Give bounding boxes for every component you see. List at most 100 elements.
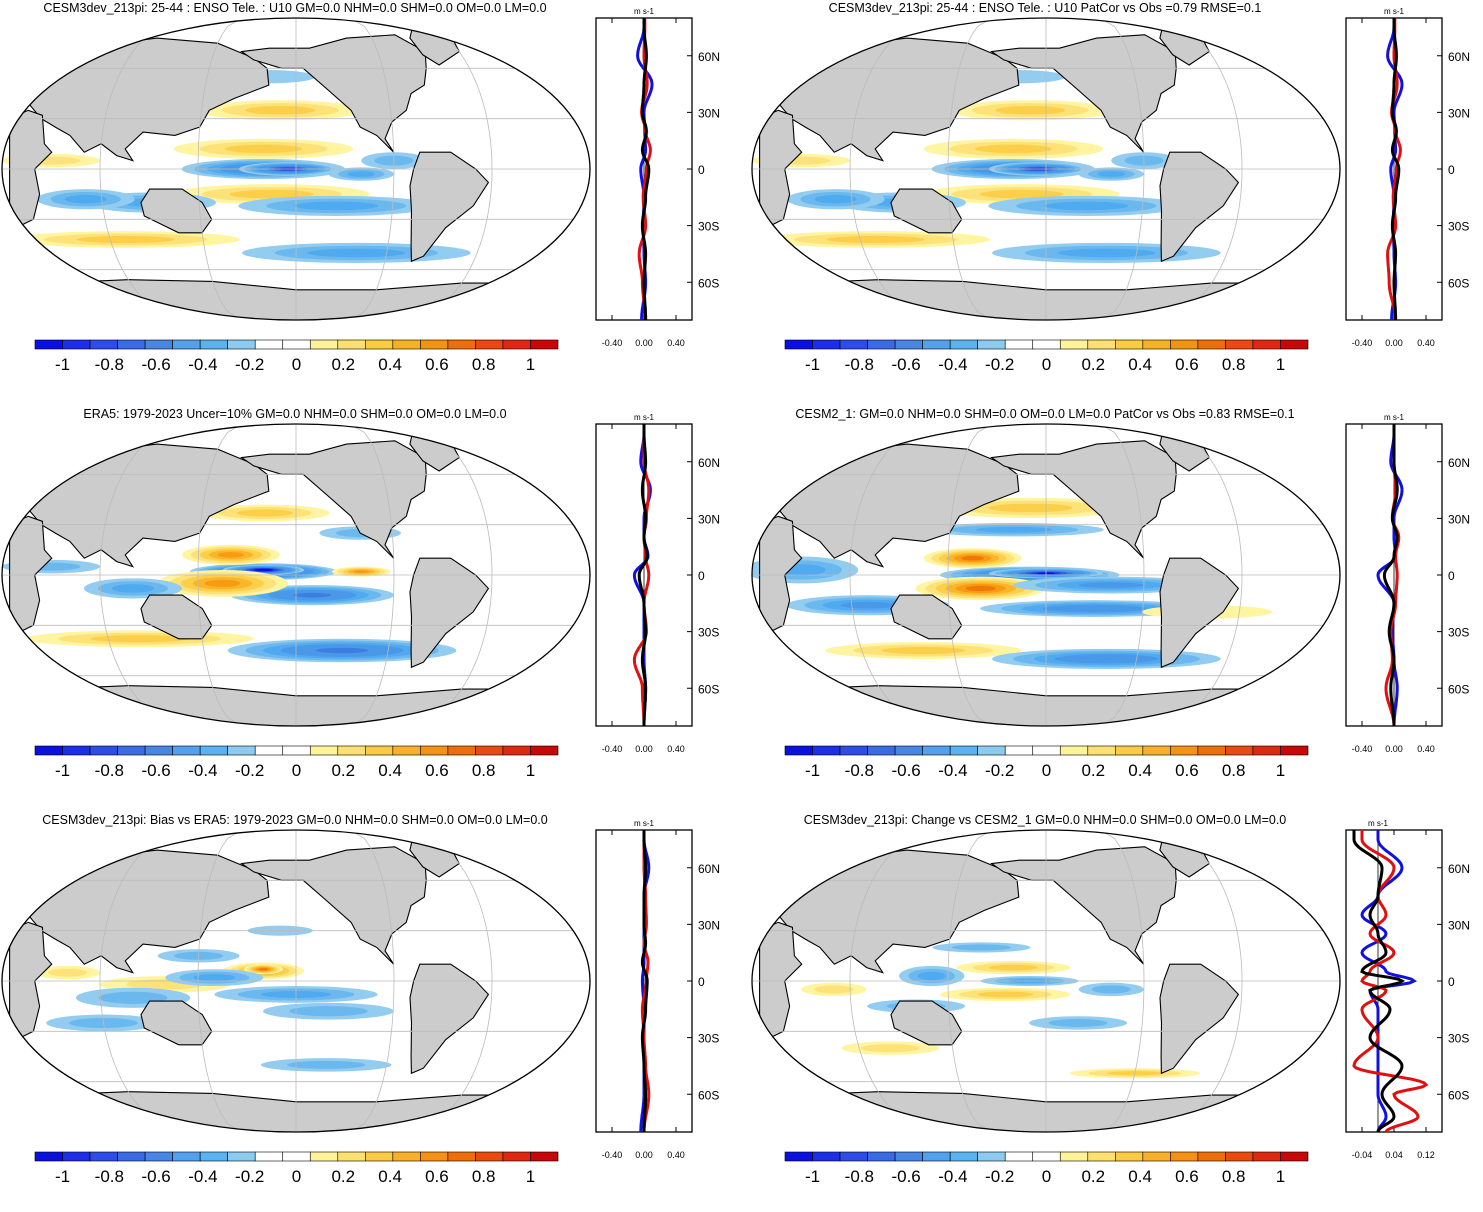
- colorbar-swatch: [447, 745, 476, 756]
- colorbar-swatch: [1170, 1151, 1199, 1162]
- colorbar-tick-label: 0.2: [1081, 1167, 1105, 1186]
- colorbar-tick-label: -0.6: [141, 1167, 170, 1186]
- colorbar-swatch: [1087, 745, 1116, 756]
- colorbar-swatch: [392, 339, 421, 350]
- colorbar-tick-label: 1: [526, 1167, 535, 1186]
- colorbar-swatch: [1197, 339, 1226, 350]
- colorbar-tick-label: -0.4: [938, 355, 967, 374]
- colorbar-swatch: [420, 1151, 449, 1162]
- colorbar-tick-label: -0.8: [95, 761, 124, 780]
- lat-tick-label: 0: [1448, 163, 1455, 177]
- colorbar-swatch: [1225, 745, 1254, 756]
- panel-title: CESM3dev_213pi: Bias vs ERA5: 1979-2023 …: [42, 813, 548, 827]
- map-plot: -1 -0.8 -0.6 -0.4 -0.2 0 0.2 0.4 0.6 0.8 1 60N 30N 0 3…: [1, 413, 720, 780]
- positive-anomaly: [961, 555, 985, 561]
- colorbar-swatch: [227, 339, 256, 350]
- colorbar-tick-label: -1: [805, 761, 820, 780]
- positive-anomaly: [814, 985, 854, 994]
- colorbar-tick-label: 0.4: [378, 355, 402, 374]
- lat-tick-label: 60S: [698, 1088, 719, 1102]
- colorbar-swatch: [784, 745, 813, 756]
- colorbar-swatch: [1059, 745, 1089, 756]
- colorbar-tick-label: 0.2: [1081, 355, 1105, 374]
- longitude-line: [197, 830, 243, 1132]
- colorbar-swatch: [144, 1151, 173, 1162]
- colorbar-swatch: [117, 1151, 146, 1162]
- colorbar-tick-label: -0.8: [845, 1167, 874, 1186]
- lat-tick-label: 60S: [698, 682, 719, 696]
- colorbar-swatch: [949, 745, 978, 756]
- colorbar-tick-label: 0.4: [1128, 1167, 1152, 1186]
- colorbar-swatch: [172, 745, 201, 756]
- positive-anomaly: [974, 144, 1052, 154]
- colorbar-swatch: [530, 1151, 559, 1162]
- colorbar-swatch: [530, 339, 559, 350]
- positive-anomaly: [881, 646, 966, 655]
- colorbar-tick-label: -0.2: [235, 761, 264, 780]
- colorbar-tick-label: -0.4: [188, 761, 217, 780]
- colorbar-swatch: [337, 339, 366, 350]
- graticule: [752, 424, 1340, 726]
- colorbar-swatch: [922, 745, 951, 756]
- lat-tick-label: 30S: [1448, 1032, 1469, 1046]
- lat-tick-label: 0: [698, 163, 705, 177]
- colorbar-tick-label: -0.2: [235, 355, 264, 374]
- x-tick-label: 0.00: [1385, 338, 1403, 348]
- colorbar-tick-label: 0.8: [472, 1167, 496, 1186]
- land-australia: [890, 1000, 963, 1046]
- negative-anomaly: [64, 194, 107, 204]
- colorbar-tick-label: 0: [1042, 761, 1051, 780]
- x-tick-label: 0.00: [635, 744, 653, 754]
- colorbar-swatch: [894, 339, 923, 350]
- colorbar-tick-label: 0.2: [331, 355, 355, 374]
- colorbar-swatch: [530, 745, 559, 756]
- colorbar-tick-label: 0: [292, 1167, 301, 1186]
- graticule: [2, 18, 590, 320]
- negative-anomaly: [1075, 656, 1138, 662]
- colorbar-swatch: [392, 1151, 421, 1162]
- panel-title: CESM3dev_213pi: 25-44 : ENSO Tele. : U10…: [43, 1, 547, 15]
- colorbar-swatch: [502, 1151, 531, 1162]
- zonal-mean-blue-line: [1360, 830, 1418, 1133]
- negative-anomaly: [1091, 985, 1131, 994]
- zonal-mean-black-line: [640, 830, 649, 1132]
- colorbar-swatch: [1115, 339, 1144, 350]
- positive-anomaly: [224, 144, 302, 154]
- lat-tick-label: 0: [698, 975, 705, 989]
- colorbar-swatch: [475, 745, 504, 756]
- lat-tick-label: 0: [1448, 975, 1455, 989]
- lat-tick-label: 0: [698, 569, 705, 583]
- colorbar-tick-label: -1: [805, 355, 820, 374]
- lat-tick-label: 60N: [1448, 456, 1470, 470]
- longitude-line: [349, 18, 395, 320]
- x-tick-label: -0.40: [602, 338, 623, 348]
- colorbar-swatch: [254, 745, 284, 756]
- colorbar-swatch: [922, 1151, 951, 1162]
- colorbar-swatch: [502, 339, 531, 350]
- lat-tick-label: 30N: [698, 512, 720, 526]
- map-plot: -1 -0.8 -0.6 -0.4 -0.2 0 0.2 0.4 0.6 0.8 1 60N 30N 0 3…: [1, 819, 720, 1186]
- colorbar-tick-label: 0.8: [1222, 355, 1246, 374]
- lat-tick-label: 60N: [1448, 862, 1470, 876]
- colorbar-swatch: [1280, 745, 1309, 756]
- colorbar-tick-label: 1: [1276, 761, 1285, 780]
- negative-anomaly: [257, 569, 270, 571]
- colorbar-tick-label: -0.6: [891, 1167, 920, 1186]
- negative-anomaly: [975, 526, 1053, 533]
- longitude-line: [849, 424, 939, 726]
- colorbar-tick-label: -0.4: [188, 1167, 217, 1186]
- negative-anomaly: [1044, 201, 1129, 211]
- x-tick-label: 0.40: [667, 1150, 685, 1160]
- longitude-line: [403, 830, 493, 1132]
- longitude-line: [849, 18, 939, 320]
- colorbar-swatch: [199, 339, 228, 350]
- colorbar-tick-label: 0: [292, 761, 301, 780]
- lat-tick-label: 30N: [1448, 512, 1470, 526]
- colorbar-swatch: [1004, 1151, 1034, 1162]
- colorbar-swatch: [199, 745, 228, 756]
- colorbar-swatch: [282, 1151, 311, 1162]
- negative-anomaly: [289, 1006, 368, 1017]
- panel-6: CESM3dev_213pi: Change vs CESM2_1 GM=0.0…: [750, 812, 1470, 1207]
- colorbar-swatch: [172, 339, 201, 350]
- positive-anomaly: [245, 105, 316, 115]
